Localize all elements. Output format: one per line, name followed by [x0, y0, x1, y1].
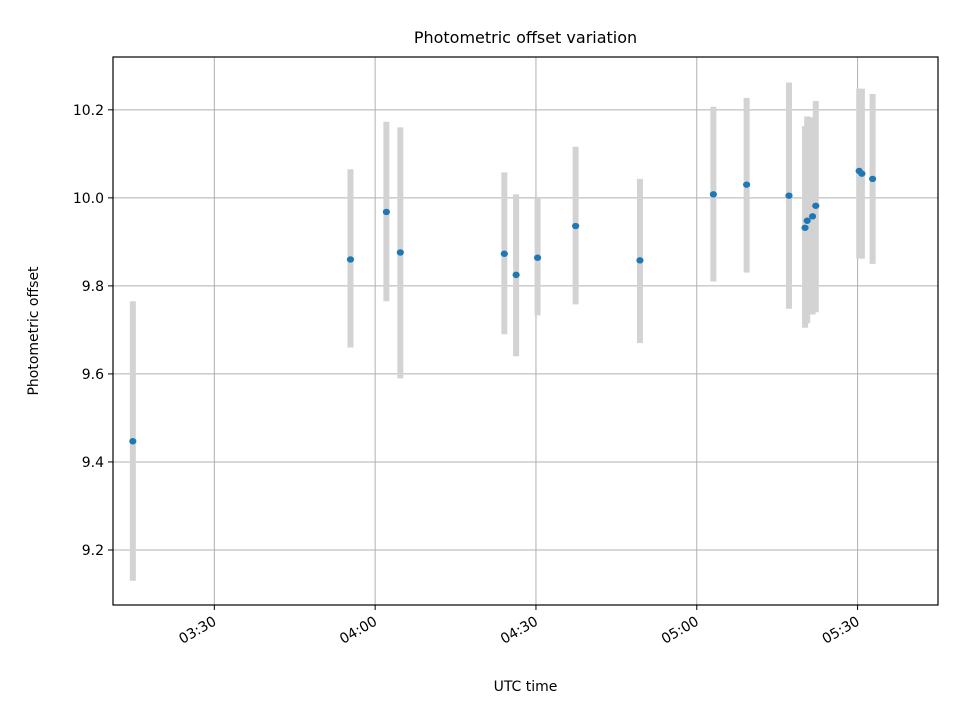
- data-point: [812, 202, 820, 209]
- data-point: [533, 254, 542, 261]
- data-point: [858, 170, 866, 177]
- data-point: [382, 208, 390, 216]
- data-point: [129, 438, 137, 445]
- plot-frame: [112, 56, 939, 606]
- data-point: [869, 175, 877, 183]
- y-tick-label: 9.6: [82, 367, 104, 383]
- data-point: [572, 222, 580, 230]
- chart-title: Photometric offset variation: [414, 28, 637, 47]
- y-axis-ticks: 9.2 9.4 9.6 9.8 10.0 10.2: [73, 103, 113, 559]
- y-tick-label: 10.0: [73, 191, 104, 207]
- data-point: [785, 192, 793, 199]
- data-point: [346, 256, 355, 263]
- x-axis-label: UTC time: [494, 679, 558, 695]
- y-tick-label: 9.4: [82, 455, 104, 471]
- data-point: [808, 213, 817, 220]
- y-axis-label: Photometric offset: [26, 266, 42, 396]
- data-point: [743, 181, 751, 188]
- data-point: [803, 217, 811, 224]
- y-tick-label: 9.8: [82, 279, 104, 295]
- data-point: [396, 249, 404, 256]
- data-point: [500, 250, 508, 257]
- data-point: [709, 191, 717, 198]
- y-tick-label: 9.2: [82, 543, 104, 559]
- data-point: [801, 224, 809, 231]
- grid-layer: [113, 57, 938, 605]
- data-point: [512, 271, 520, 279]
- point-layer: [129, 167, 877, 445]
- data-point: [636, 257, 644, 264]
- y-tick-label: 10.2: [73, 103, 104, 119]
